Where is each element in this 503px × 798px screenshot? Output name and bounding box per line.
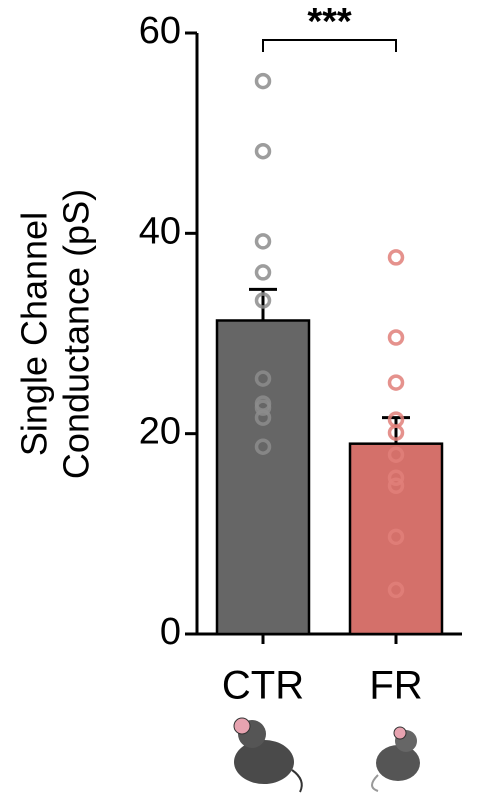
ctr-mouse-icon — [233, 717, 303, 793]
y-tick-label: 40 — [139, 210, 181, 252]
bar — [215, 319, 311, 636]
y-axis-label-line: Single Channel — [14, 212, 55, 456]
data-point — [387, 446, 405, 463]
y-axis-label: Single Channel Conductance (pS) — [14, 189, 97, 479]
data-point — [387, 469, 405, 486]
data-point — [254, 233, 272, 250]
y-tick-label: 20 — [139, 411, 181, 453]
data-point — [254, 142, 272, 160]
data-point — [387, 424, 405, 441]
data-point — [254, 438, 272, 455]
y-tick-label: 0 — [160, 611, 181, 653]
data-point — [387, 528, 405, 546]
x-tick-label: FR — [369, 664, 422, 708]
significance-label: *** — [307, 1, 352, 43]
significance-bracket — [262, 39, 397, 52]
x-tick-label: CTR — [222, 664, 304, 708]
y-tick-label: 60 — [139, 10, 181, 52]
data-point — [387, 477, 405, 495]
data-point — [254, 264, 272, 281]
y-axis-label-line: Conductance (pS) — [56, 189, 97, 479]
data-point — [254, 292, 272, 309]
data-point — [387, 581, 405, 599]
data-point — [254, 72, 272, 90]
data-point — [254, 370, 272, 387]
data-point — [254, 409, 272, 426]
fr-mouse-icon — [371, 726, 420, 792]
data-point — [387, 249, 405, 266]
data-point — [387, 374, 405, 391]
data-point — [254, 399, 272, 416]
data-point — [387, 329, 405, 346]
